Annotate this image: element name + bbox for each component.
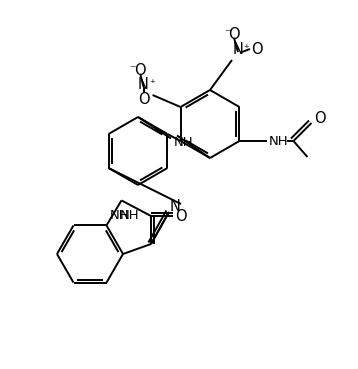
- Text: O: O: [175, 208, 187, 224]
- Text: NH: NH: [120, 209, 139, 222]
- Text: NH: NH: [174, 136, 194, 149]
- Text: N: N: [170, 199, 180, 214]
- Text: NH: NH: [268, 134, 288, 148]
- Text: ⁻: ⁻: [224, 28, 230, 41]
- Text: NH: NH: [110, 209, 129, 222]
- Text: ⁺: ⁺: [243, 44, 249, 54]
- Text: O: O: [228, 27, 240, 41]
- Text: O: O: [314, 110, 325, 125]
- Text: N: N: [138, 76, 149, 92]
- Text: ⁺: ⁺: [150, 79, 155, 89]
- Text: O: O: [251, 41, 263, 56]
- Text: N: N: [233, 41, 243, 56]
- Text: O: O: [134, 62, 145, 77]
- Text: O: O: [138, 92, 149, 107]
- Text: ⁻: ⁻: [129, 63, 136, 76]
